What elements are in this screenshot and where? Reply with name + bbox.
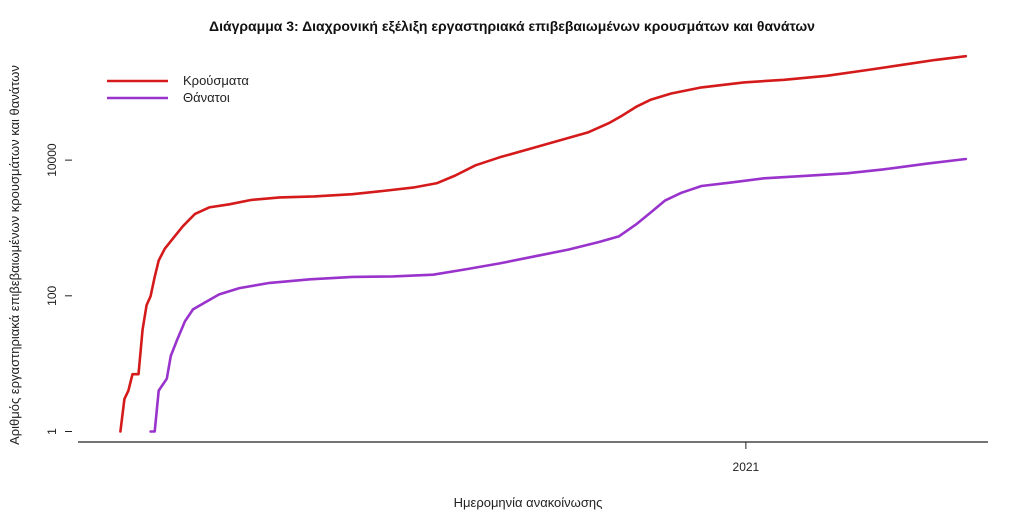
x-axis-label: Ημερομηνία ανακοίνωσης — [454, 495, 603, 510]
y-tick-label: 1 — [45, 428, 59, 435]
legend-label: Κρούσματα — [183, 73, 249, 88]
y-tick-label: 100 — [45, 285, 59, 305]
legend: Κρούσματα Θάνατοι — [107, 73, 249, 105]
series-line-2 — [149, 157, 968, 433]
x-tick-label: 2021 — [733, 460, 760, 474]
series-line-1 — [119, 54, 968, 433]
y-axis-label: Αριθμός εργαστηριακά επιβεβαιωμένων κρου… — [7, 65, 22, 445]
legend-label: Θάνατοι — [183, 90, 230, 105]
axes: 1 100 10000 2021 — [45, 143, 988, 474]
series-layer — [119, 54, 968, 433]
chart-title: Διάγραμμα 3: Διαχρονική εξέλιξη εργαστηρ… — [209, 18, 815, 34]
y-tick-label: 10000 — [45, 143, 59, 177]
